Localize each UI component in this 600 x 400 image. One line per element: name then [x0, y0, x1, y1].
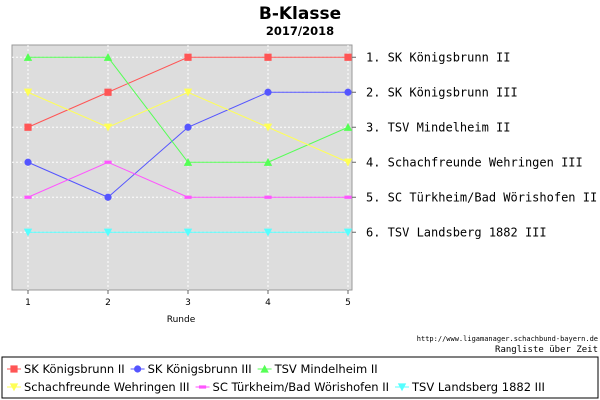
- rank-label: 3. TSV Mindelheim II: [366, 120, 511, 134]
- rank-label: 4. Schachfreunde Wehringen III: [366, 155, 583, 169]
- grid-lines: [12, 45, 352, 290]
- chart-title: B-Klasse: [259, 4, 341, 24]
- data-point: [343, 123, 353, 131]
- x-tick-label: 2: [105, 298, 111, 308]
- chart-subtitle: 2017/2018: [266, 24, 334, 38]
- x-tick-label: 1: [25, 298, 31, 308]
- legend-swatch-marker: [260, 364, 269, 373]
- data-point: [24, 195, 32, 199]
- data-point: [104, 160, 112, 164]
- legend-swatch-marker: [198, 385, 207, 389]
- data-point: [264, 53, 272, 61]
- chart-caption: Rangliste über Zeit: [495, 345, 598, 355]
- x-axis-label: Runde: [167, 315, 196, 325]
- data-point: [344, 195, 352, 199]
- data-point: [184, 53, 192, 61]
- rank-label: 1. SK Königsbrunn II: [366, 50, 511, 64]
- data-point: [263, 228, 273, 237]
- legend-box: [1, 356, 599, 399]
- data-point: [104, 88, 112, 96]
- data-point: [263, 158, 273, 166]
- data-point: [183, 228, 193, 237]
- data-point: [344, 53, 352, 61]
- data-point: [263, 123, 273, 132]
- data-point: [184, 195, 192, 199]
- rank-label: 6. TSV Landsberg 1882 III: [366, 225, 547, 239]
- data-point: [264, 195, 272, 199]
- data-point: [184, 123, 192, 131]
- data-point: [103, 123, 113, 132]
- data-point: [343, 158, 353, 167]
- series-lines: [23, 53, 353, 237]
- legend-swatch-marker: [134, 365, 142, 373]
- data-point: [24, 158, 32, 166]
- x-tick-label: 5: [345, 298, 351, 308]
- rank-label: 5. SC Türkheim/Bad Wörishofen II: [366, 190, 597, 204]
- data-point: [104, 193, 112, 201]
- x-axis: 1 2 3 4 5: [25, 290, 351, 308]
- data-point: [23, 228, 33, 237]
- legend-swatch-marker: [9, 383, 19, 392]
- plot-area: [11, 44, 353, 291]
- data-point: [103, 53, 113, 61]
- data-point: [344, 88, 352, 96]
- data-point: [343, 228, 353, 237]
- legend-label: TSV Mindelheim II: [274, 362, 378, 376]
- data-point: [24, 123, 32, 131]
- legend-label: Schachfreunde Wehringen III: [24, 380, 190, 394]
- legend: SK Königsbrunn II SK Königsbrunn III TSV M…: [7, 362, 545, 394]
- data-point: [103, 228, 113, 237]
- legend-label: SK Königsbrunn III: [148, 362, 252, 376]
- data-point: [264, 88, 272, 96]
- data-point: [183, 158, 193, 166]
- legend-label: SC Türkheim/Bad Wörishofen II: [213, 380, 389, 394]
- data-point: [183, 88, 193, 97]
- data-point: [23, 88, 33, 97]
- rank-labels: 1. SK Königsbrunn II 2. SK Königsbrunn II…: [352, 50, 597, 239]
- legend-swatch-marker: [10, 365, 18, 373]
- legend-label: SK Königsbrunn II: [24, 362, 125, 376]
- x-tick-label: 3: [185, 298, 191, 308]
- source-url: http://www.ligamanager.schachbund-bayern…: [417, 335, 598, 343]
- rank-label: 2. SK Königsbrunn III: [366, 85, 518, 99]
- legend-label: TSV Landsberg 1882 III: [411, 380, 545, 394]
- data-point: [23, 53, 33, 61]
- x-tick-label: 4: [265, 298, 271, 308]
- legend-swatch-marker: [397, 383, 407, 392]
